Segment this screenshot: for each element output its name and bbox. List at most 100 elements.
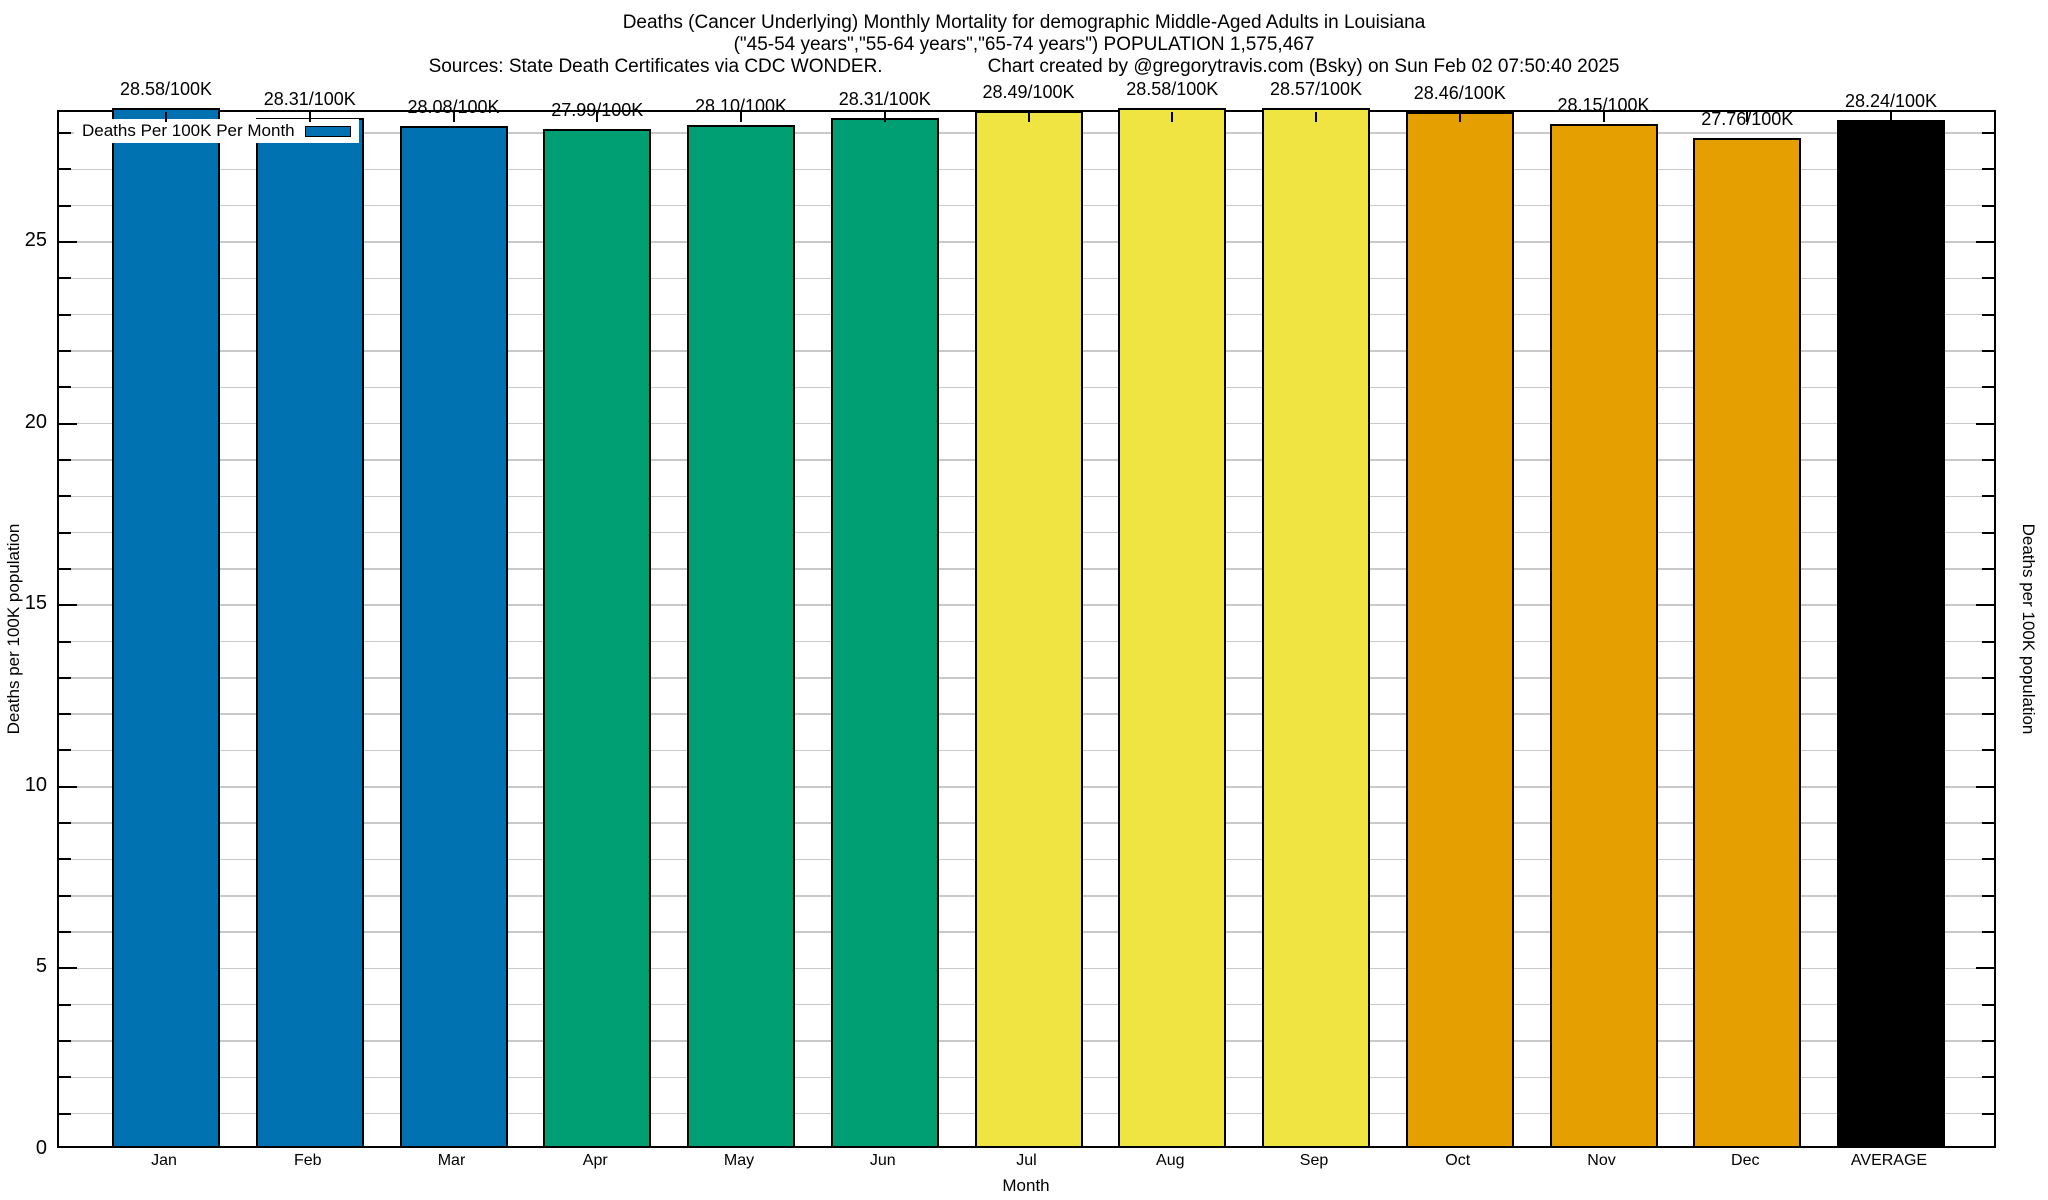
- y-tick-right: [1982, 313, 1994, 316]
- bar-jun: [830, 117, 939, 1146]
- y-tick-right: [1982, 567, 1994, 570]
- x-tick-top: [1027, 112, 1030, 122]
- y-tick-left: [59, 313, 71, 316]
- bar-value-label: 28.58/100K: [119, 79, 213, 99]
- y-tick-right: [1982, 168, 1994, 171]
- x-tick-top: [596, 112, 599, 122]
- bar-jul: [974, 111, 1083, 1146]
- x-tick-label-average: AVERAGE: [1850, 1152, 1928, 1169]
- x-tick-top: [740, 112, 742, 122]
- y-tick-label-5: 5: [35, 955, 47, 978]
- x-tick-label-aug: Aug: [1156, 1152, 1185, 1169]
- x-tick-label-jan: Jan: [151, 1152, 177, 1169]
- bar-may: [687, 125, 795, 1146]
- x-tick-label-nov: Nov: [1587, 1152, 1616, 1169]
- bar-dec: [1693, 137, 1802, 1146]
- y-tick-right: [1982, 931, 1994, 934]
- bar-oct: [1405, 112, 1514, 1146]
- y-axis-label-right: Deaths per 100K population: [2019, 523, 2038, 735]
- x-tick-label-feb: Feb: [293, 1152, 322, 1169]
- y-tick-left: [59, 858, 71, 861]
- y-tick-right: [1982, 1040, 1994, 1043]
- x-tick-top: [1602, 112, 1605, 122]
- y-tick-right: [1982, 1112, 1994, 1115]
- x-tick-label-oct: Oct: [1445, 1152, 1471, 1169]
- bar-value-label: 28.31/100K: [838, 88, 931, 109]
- bar-feb: [255, 117, 364, 1146]
- x-tick-top: [1890, 112, 1892, 122]
- y-tick-left: [59, 713, 71, 716]
- x-tick-top: [1171, 112, 1174, 122]
- x-axis-label: Month: [1002, 1176, 1050, 1195]
- y-tick-left: [59, 531, 71, 534]
- y-tick-right: [1982, 640, 1994, 643]
- y-tick-left: [59, 749, 71, 752]
- x-tick-top: [165, 112, 167, 122]
- y-tick-left: [59, 894, 71, 897]
- y-tick-left: [59, 458, 71, 461]
- bar-jan: [112, 108, 220, 1146]
- x-tick-top: [1458, 112, 1461, 122]
- y-tick-right: [1982, 531, 1994, 534]
- y-tick-right: [1982, 386, 1994, 389]
- bar-value-label: 28.31/100K: [263, 88, 356, 109]
- y-tick-right: [1982, 349, 1994, 352]
- y-tick-left: [59, 822, 71, 825]
- legend: Deaths Per 100K Per Month: [74, 119, 359, 143]
- y-tick-right: [1982, 458, 1994, 461]
- bar-value-label: 28.24/100K: [1844, 91, 1938, 112]
- y-tick-label-15: 15: [24, 592, 47, 615]
- x-tick-top: [452, 112, 455, 122]
- y-tick-label-20: 20: [24, 410, 47, 433]
- y-tick-left: [59, 277, 71, 280]
- y-tick-right: [1976, 604, 1994, 607]
- x-tick-label-dec: Dec: [1731, 1152, 1760, 1169]
- y-tick-right: [1976, 785, 1994, 788]
- legend-swatch: [304, 125, 351, 137]
- bar-sep: [1262, 108, 1370, 1146]
- bar-value-label: 27.99/100K: [551, 100, 644, 121]
- y-tick-right: [1982, 749, 1994, 752]
- bar-average: [1837, 120, 1945, 1146]
- x-tick-label-may: May: [723, 1152, 755, 1169]
- bar-value-label: 28.08/100K: [407, 97, 500, 118]
- y-tick-left: [59, 204, 71, 207]
- y-tick-right: [1982, 277, 1994, 280]
- y-tick-left: [59, 604, 77, 607]
- x-tick-top: [883, 112, 886, 122]
- bar-value-label: 28.58/100K: [1126, 79, 1219, 99]
- y-tick-left: [59, 676, 71, 679]
- chart-subtitle: ("45-54 years","55-64 years","65-74 year…: [733, 34, 1315, 55]
- y-tick-left: [59, 386, 71, 389]
- x-tick-top: [1315, 112, 1317, 122]
- y-axis-label-left: Deaths per 100K population: [4, 523, 23, 735]
- y-tick-left: [59, 422, 77, 425]
- y-tick-label-0: 0: [35, 1137, 47, 1159]
- y-tick-label-25: 25: [24, 229, 47, 252]
- y-tick-right: [1982, 1076, 1994, 1079]
- x-tick-top: [308, 112, 311, 122]
- y-tick-left: [59, 1040, 71, 1043]
- y-tick-right: [1982, 132, 1994, 135]
- bar-value-label: 28.49/100K: [982, 82, 1075, 103]
- x-tick-top: [1746, 112, 1749, 122]
- y-tick-left: [59, 640, 71, 643]
- bar-value-label: 28.10/100K: [694, 96, 788, 117]
- y-tick-right: [1982, 1003, 1994, 1006]
- y-tick-right: [1982, 495, 1994, 498]
- y-tick-right: [1982, 676, 1994, 679]
- y-tick-left: [59, 168, 71, 171]
- y-tick-left: [59, 1112, 71, 1115]
- y-tick-label-10: 10: [24, 773, 47, 796]
- bar-mar: [399, 126, 508, 1146]
- y-tick-left: [59, 931, 71, 934]
- bar-apr: [543, 129, 652, 1146]
- chart-byline: Sources: State Death Certificates via CD…: [0, 56, 2048, 78]
- y-tick-left: [59, 1003, 71, 1006]
- chart-title: Deaths (Cancer Underlying) Monthly Morta…: [622, 12, 1426, 33]
- y-tick-left: [59, 785, 77, 788]
- y-tick-left: [59, 967, 77, 970]
- x-tick-label-mar: Mar: [437, 1152, 466, 1169]
- y-tick-right: [1976, 422, 1994, 425]
